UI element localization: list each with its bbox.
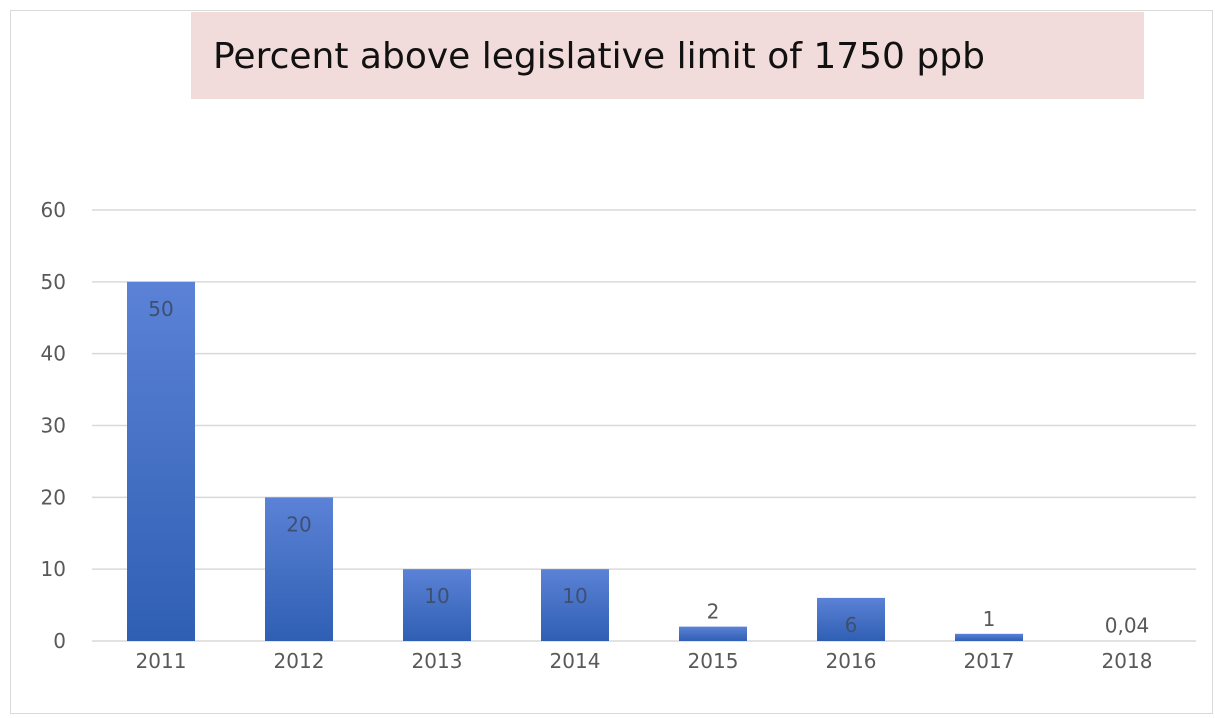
data-labels: 50 20 10 10 2 6 1 0,04 (148, 297, 1149, 638)
bar-2011 (127, 281, 195, 641)
bar-2015 (679, 626, 747, 641)
y-tick-label: 40 (41, 342, 66, 366)
bar-2012 (265, 497, 333, 641)
data-label-2014: 10 (562, 584, 587, 608)
x-tick-label-2017: 2017 (964, 649, 1015, 673)
bar-2017 (955, 633, 1023, 641)
data-label-2015: 2 (707, 600, 720, 624)
bar-2016 (817, 597, 885, 641)
data-label-2017: 1 (983, 607, 996, 631)
x-axis-tick-labels: 2011 2012 2013 2014 2015 2016 2017 2018 (136, 649, 1153, 673)
x-tick-label-2014: 2014 (550, 649, 601, 673)
data-label-2011: 50 (148, 297, 173, 321)
x-tick-label-2013: 2013 (412, 649, 463, 673)
chart-title: Percent above legislative limit of 1750 … (213, 36, 985, 77)
y-tick-label: 30 (41, 414, 66, 438)
gridlines (92, 209, 1196, 642)
data-label-2016: 6 (845, 613, 858, 637)
data-label-2013: 10 (424, 584, 449, 608)
y-tick-label: 10 (41, 557, 66, 581)
y-tick-label: 60 (41, 198, 66, 222)
data-label-2012: 20 (286, 512, 311, 536)
x-tick-label-2011: 2011 (136, 649, 187, 673)
y-tick-label: 20 (41, 485, 66, 509)
y-tick-label: 50 (41, 270, 66, 294)
x-tick-label-2018: 2018 (1102, 649, 1153, 673)
bars (127, 281, 1023, 641)
x-tick-label-2015: 2015 (688, 649, 739, 673)
chart-frame (10, 10, 1213, 714)
bar-2014 (541, 569, 609, 641)
chart-title-box: Percent above legislative limit of 1750 … (191, 12, 1144, 99)
y-axis-tick-labels: 0 10 20 30 40 50 60 (41, 198, 66, 653)
data-label-2018: 0,04 (1105, 614, 1150, 638)
x-tick-label-2016: 2016 (826, 649, 877, 673)
y-tick-label: 0 (53, 629, 66, 653)
bar-2013 (403, 569, 471, 641)
x-tick-label-2012: 2012 (274, 649, 325, 673)
